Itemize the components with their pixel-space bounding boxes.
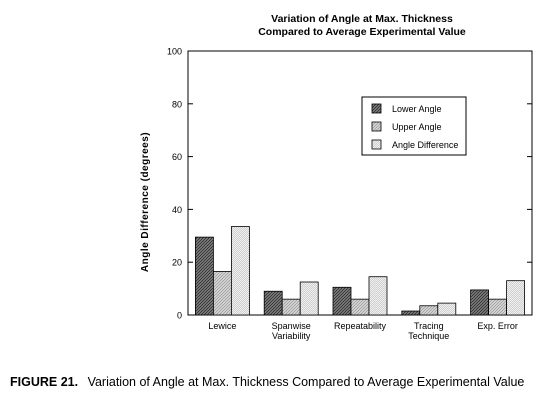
bar-lower-angle [332,286,352,316]
bar-group [194,226,526,316]
legend-swatch [371,103,382,114]
legend-swatch [371,139,382,150]
legend: Lower Angle Upper Angle Angle Difference [361,96,467,156]
bar-upper-angle [419,305,439,316]
bar-lower-angle [194,236,214,316]
legend-label: Angle Difference [392,140,458,150]
x-category-label: Repeatability [334,321,387,331]
bar-upper-angle [212,271,232,316]
y-tick-label: 100 [167,47,182,57]
y-axis-ticks: 0 20 40 60 80 100 [167,47,532,321]
x-category-label: Exp. Error [477,321,518,331]
chart-title-line-1: Variation of Angle at Max. Thickness [271,13,453,25]
y-tick-label: 60 [172,152,182,162]
figure-label: FIGURE 21. [10,375,79,389]
x-category-label: Tracing [414,321,444,331]
bar-angle-difference [299,281,319,316]
bar-upper-angle [281,298,301,316]
bar-lower-angle [401,310,421,316]
bar-angle-difference [437,302,457,316]
bar-upper-angle [488,298,508,316]
y-axis-label: Angle Difference (degrees) [140,132,151,272]
y-tick-label: 20 [172,258,182,268]
x-category-label: Lewice [208,321,236,331]
x-category-label: Technique [408,331,449,341]
bar-lower-angle [263,290,283,316]
bar-angle-difference [230,226,250,316]
bar-chart: Variation of Angle at Max. Thickness Com… [140,13,533,341]
figure-caption-text: Variation of Angle at Max. Thickness Com… [87,375,525,389]
x-category-label: Variability [272,331,311,341]
legend-label: Lower Angle [392,104,442,114]
bar-lower-angle [470,289,490,316]
bar-angle-difference [506,280,526,316]
figure-caption: FIGURE 21. Variation of Angle at Max. Th… [10,375,524,389]
legend-swatch [371,121,382,132]
legend-label: Upper Angle [392,122,442,132]
y-tick-label: 40 [172,205,182,215]
x-category-label: Spanwise [272,321,311,331]
bar-angle-difference [368,276,388,316]
chart-title-line-2: Compared to Average Experimental Value [258,26,466,38]
bar-upper-angle [350,298,370,316]
y-tick-label: 80 [172,99,182,109]
y-tick-label: 0 [177,311,182,321]
